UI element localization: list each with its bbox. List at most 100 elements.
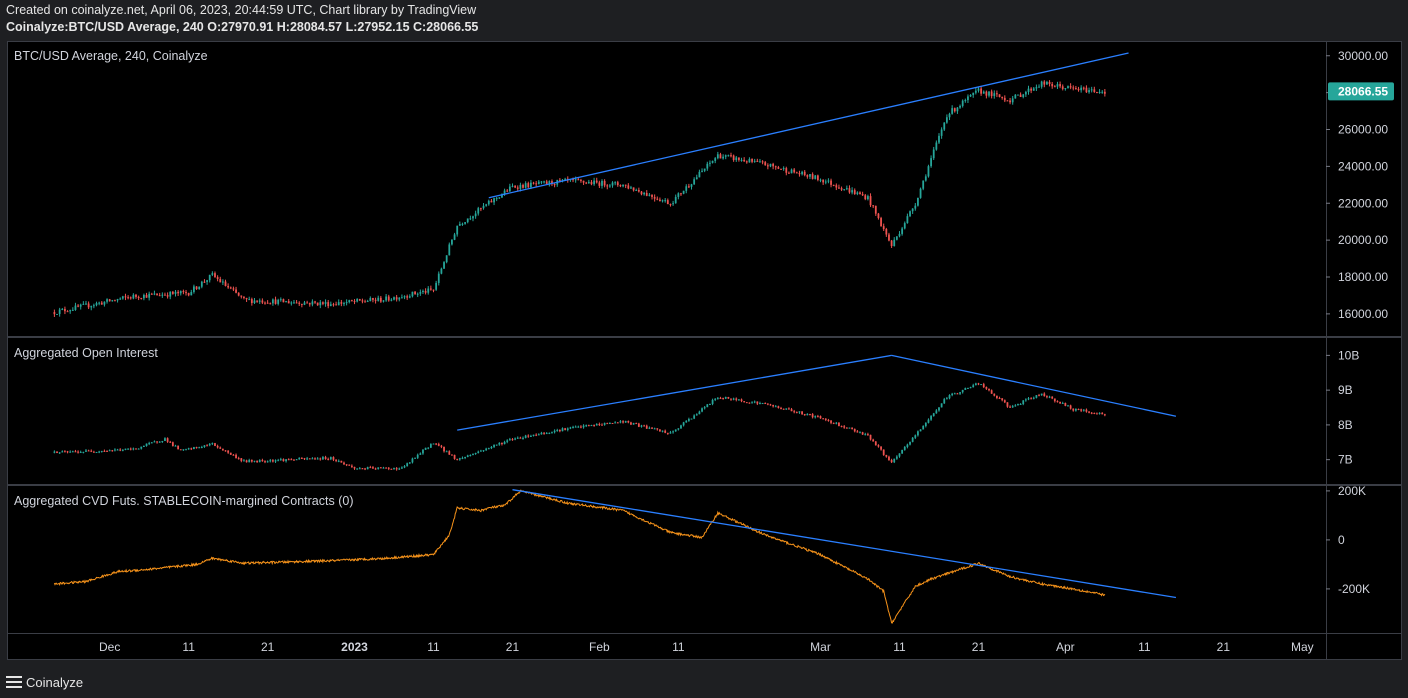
- candle-body: [751, 158, 753, 162]
- candle-body: [329, 304, 332, 307]
- candle-body: [614, 182, 617, 184]
- candle-body: [727, 396, 730, 399]
- candle-body: [274, 299, 277, 304]
- candle-body: [100, 302, 103, 305]
- candle-body: [306, 458, 309, 460]
- candle-body: [503, 441, 506, 445]
- candle-body: [1090, 412, 1093, 414]
- candle-body: [290, 302, 293, 304]
- candle-body: [506, 440, 509, 442]
- candle-body: [635, 423, 638, 425]
- candle-body: [895, 236, 898, 240]
- candle-body: [129, 448, 132, 450]
- candle-body: [177, 291, 180, 294]
- candle-body: [577, 426, 580, 428]
- candle-body: [466, 455, 469, 458]
- candle-body: [998, 397, 1001, 399]
- candle-body: [103, 450, 106, 452]
- candle-body: [616, 182, 619, 186]
- candle-body: [150, 293, 153, 295]
- candle-body: [364, 468, 366, 470]
- close-value: 28066.55: [426, 20, 479, 34]
- x-tick-label: Mar: [810, 640, 831, 654]
- candle-body: [656, 198, 659, 200]
- candle-body: [848, 188, 851, 193]
- candle-body: [530, 435, 532, 437]
- candle-body: [953, 393, 956, 395]
- candle-body: [393, 297, 395, 300]
- candle-body: [282, 299, 285, 303]
- candle-body: [458, 223, 461, 226]
- candle-body: [788, 172, 790, 174]
- candle-body: [772, 404, 775, 407]
- candle-body: [935, 410, 938, 414]
- candle-body: [432, 289, 435, 291]
- candle-body: [666, 432, 669, 434]
- candle-body: [903, 447, 906, 450]
- candle-body: [606, 185, 609, 187]
- candle-body: [306, 302, 309, 304]
- candle-body: [1038, 86, 1040, 88]
- candle-body: [298, 302, 301, 304]
- candle-body: [374, 468, 377, 470]
- candle-body: [1030, 88, 1033, 91]
- candle-body: [595, 180, 598, 183]
- y-tick-label: 7B: [1338, 453, 1353, 467]
- candle-body: [832, 422, 835, 424]
- candle-body: [637, 189, 640, 192]
- candle-body: [108, 299, 111, 302]
- candle-body: [69, 451, 72, 453]
- candle-body: [664, 200, 667, 202]
- candle-body: [664, 430, 667, 433]
- candle-body: [345, 464, 348, 466]
- candle-body: [838, 187, 840, 189]
- candle-body: [398, 297, 401, 300]
- candle-body: [240, 295, 243, 297]
- candle-body: [1059, 401, 1061, 404]
- candle-body: [706, 404, 709, 408]
- candle-body: [314, 458, 316, 460]
- candle-body: [1093, 89, 1096, 93]
- candle-body: [103, 301, 106, 305]
- candle-body: [498, 442, 501, 445]
- candle-body: [840, 188, 843, 190]
- candle-body: [685, 420, 688, 423]
- candle-body: [387, 467, 390, 469]
- candle-body: [66, 311, 69, 313]
- candle-body: [1032, 397, 1035, 399]
- y-tick-label: 8B: [1338, 418, 1353, 432]
- candle-body: [695, 414, 698, 416]
- candle-body: [464, 457, 466, 459]
- candle-body: [116, 299, 119, 301]
- candle-body: [735, 398, 738, 400]
- candle-body: [706, 163, 709, 169]
- candle-body: [627, 185, 630, 189]
- candle-body: [867, 434, 869, 436]
- candle-body: [745, 161, 748, 163]
- candle-body: [385, 296, 388, 301]
- candle-body: [535, 434, 538, 436]
- candle-body: [153, 293, 156, 295]
- candle-body: [743, 159, 746, 162]
- candle-body: [508, 186, 511, 192]
- candle-body: [553, 184, 556, 186]
- candle-body: [653, 196, 656, 199]
- candle-body: [587, 181, 590, 184]
- candle-body: [227, 285, 230, 288]
- candle-body: [482, 205, 485, 209]
- candle-body: [811, 174, 814, 179]
- menu-icon[interactable]: [6, 673, 22, 691]
- candle-body: [911, 208, 914, 212]
- candle-body: [58, 309, 61, 314]
- candle-body: [856, 192, 859, 195]
- candle-body: [227, 450, 230, 453]
- candle-body: [443, 262, 445, 269]
- candle-body: [1040, 393, 1043, 396]
- candle-body: [1027, 398, 1030, 400]
- close-label: C:: [413, 20, 427, 34]
- candle-body: [548, 181, 551, 184]
- candle-body: [248, 459, 251, 463]
- candle-body: [598, 424, 601, 426]
- pane-title: BTC/USD Average, 240, Coinalyze: [14, 49, 208, 63]
